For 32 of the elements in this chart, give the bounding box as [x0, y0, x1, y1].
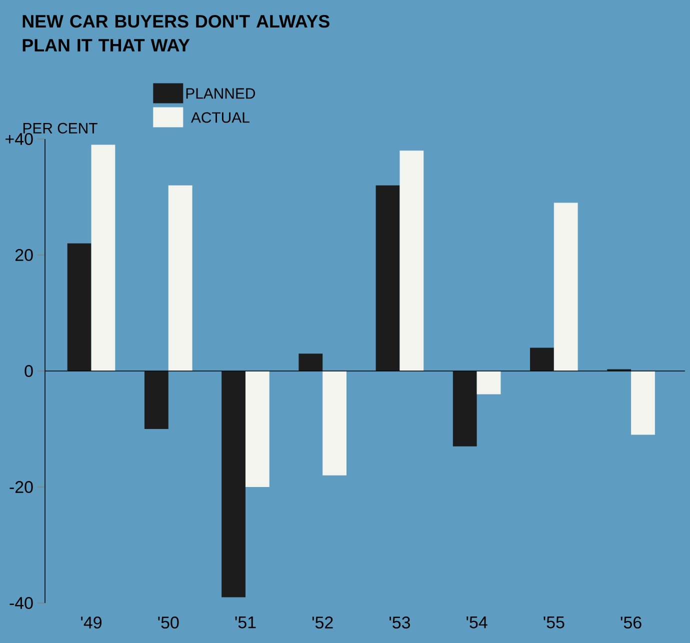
y-tick-label: -20	[10, 481, 33, 493]
bar	[400, 150, 424, 371]
x-tick-label: '49	[81, 616, 102, 629]
bar	[168, 185, 192, 371]
bar	[452, 371, 477, 446]
bar	[322, 371, 346, 476]
legend-label: ACTUAL	[190, 112, 250, 123]
chart-title: NEW CAR BUYERS DON'T ALWAYS PLAN IT THAT WAY	[22, 14, 330, 52]
x-tick-label: '54	[466, 616, 488, 628]
legend-label: PLANNED	[186, 88, 256, 99]
y-tick-label: 0	[24, 365, 33, 377]
x-tick-label: '55	[544, 616, 564, 628]
bar	[530, 348, 554, 371]
x-tick-label: '53	[390, 616, 410, 629]
bar	[67, 243, 92, 371]
y-tick-label: 20	[16, 249, 33, 261]
x-tick-label: '51	[235, 616, 256, 628]
bar	[222, 371, 246, 598]
bar	[144, 371, 168, 429]
bar	[91, 144, 116, 371]
y-tick-label: +40	[6, 133, 33, 145]
bar	[298, 354, 323, 371]
x-tick-label: '52	[312, 616, 333, 629]
x-tick-label: '50	[158, 616, 179, 629]
y-tick-label: -40	[10, 597, 33, 609]
y-axis-title: PER CENT	[23, 122, 98, 134]
bar	[245, 371, 270, 487]
bar	[631, 371, 655, 435]
bar	[376, 185, 400, 371]
bar	[554, 202, 578, 371]
x-tick-label: '56	[620, 616, 642, 629]
bar	[476, 371, 501, 394]
